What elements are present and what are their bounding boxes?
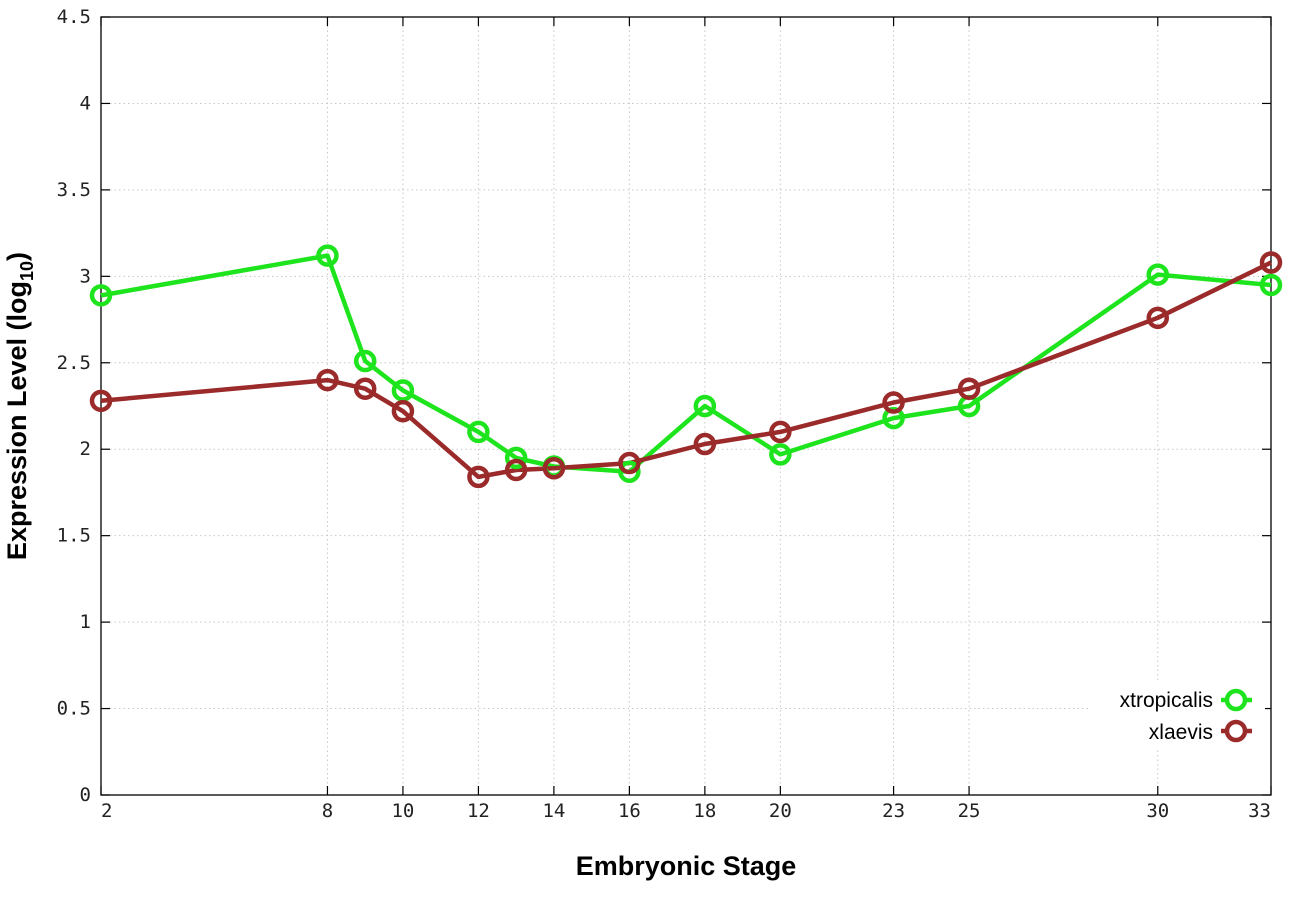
data-point-xlaevis (467, 465, 490, 489)
data-point-xtropicalis (467, 420, 490, 444)
legend-marker-xlaevis (1224, 719, 1248, 743)
data-point-xlaevis (316, 368, 339, 392)
series-line-xlaevis (100, 260, 1272, 480)
data-point-xtropicalis (504, 446, 528, 470)
data-point-xtropicalis (693, 394, 717, 418)
y-axis-title-main: Expression Level (log (2, 281, 32, 560)
x-tick-label: 30 (1146, 800, 1169, 822)
series-points (89, 244, 1283, 489)
y-tick-label: 1 (80, 611, 91, 633)
data-point-xtropicalis (618, 460, 641, 483)
x-tick-label: 8 (322, 800, 333, 822)
y-tick-label: 0 (80, 784, 91, 806)
y-tick-label: 4.5 (57, 6, 91, 28)
x-tick-label: 23 (882, 800, 905, 822)
y-axis-title-subscript: 10 (17, 261, 37, 281)
data-point-xlaevis (1146, 306, 1170, 330)
y-tick-label: 2 (80, 438, 91, 460)
y-axis-tick-labels: 0 0.5 1 1.5 2 2.5 3 3.5 4 4.5 (57, 6, 91, 806)
y-tick-label: 3.5 (57, 179, 91, 201)
axis-ticks (100, 16, 1272, 796)
x-tick-label: 18 (693, 800, 716, 822)
x-axis-tick-labels: 2 8 10 12 14 16 18 20 23 25 30 33 (101, 800, 1271, 822)
y-tick-label: 3 (80, 265, 91, 287)
y-tick-label: 1.5 (57, 525, 91, 547)
data-point-xlaevis (1259, 251, 1283, 274)
x-tick-label: 16 (618, 800, 641, 822)
data-point-xtropicalis (353, 349, 377, 373)
data-point-xtropicalis (882, 406, 905, 430)
y-axis-title-close: ) (2, 252, 32, 261)
data-point-xtropicalis (1146, 263, 1170, 286)
y-axis-title: Expression Level (log10) (2, 252, 37, 560)
data-point-xlaevis (882, 391, 905, 414)
data-point-xlaevis (391, 399, 415, 423)
series-lines (100, 253, 1272, 480)
data-point-xlaevis (693, 432, 717, 456)
data-point-xlaevis (542, 456, 566, 480)
data-point-xlaevis (618, 451, 641, 475)
legend-marker-xtropicalis (1224, 688, 1248, 712)
data-point-xtropicalis (391, 379, 415, 402)
data-point-xtropicalis (89, 284, 113, 307)
data-point-xtropicalis (1259, 273, 1283, 297)
data-point-xlaevis (769, 420, 792, 444)
series-line-xtropicalis (100, 253, 1272, 474)
x-tick-label: 12 (467, 800, 490, 822)
data-point-xlaevis (504, 458, 528, 482)
data-point-xlaevis (353, 377, 377, 400)
data-point-xtropicalis (316, 244, 339, 267)
y-tick-label: 2.5 (57, 352, 91, 374)
y-tick-label: 4 (80, 92, 91, 114)
x-axis-title: Embryonic Stage (576, 851, 797, 881)
legend-label-xtropicalis: xtropicalis (1120, 689, 1213, 712)
grid-lines (101, 17, 1271, 795)
data-point-xlaevis (89, 389, 113, 413)
legend: xtropicalis xlaevis (1090, 680, 1265, 750)
x-tick-label: 2 (101, 800, 112, 822)
data-point-xlaevis (957, 377, 981, 400)
x-tick-label: 10 (391, 800, 414, 822)
y-tick-label: 0.5 (57, 698, 91, 720)
x-tick-label: 14 (542, 800, 565, 822)
legend-label-xlaevis: xlaevis (1149, 721, 1213, 744)
x-tick-label: 33 (1248, 800, 1271, 822)
plot-frame (100, 16, 1272, 796)
x-tick-label: 20 (769, 800, 792, 822)
x-tick-label: 25 (958, 800, 981, 822)
data-point-xtropicalis (769, 443, 792, 466)
